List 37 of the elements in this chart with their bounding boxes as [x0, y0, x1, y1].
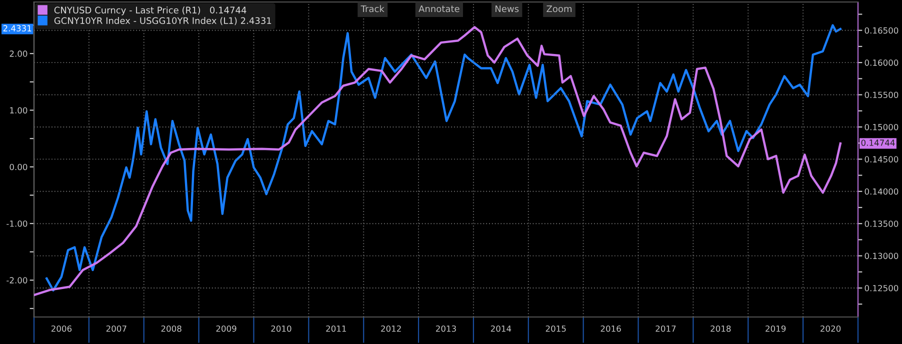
y-tick-label: 1.00 [10, 107, 28, 114]
y2-tick-label: 0.15000 [864, 124, 898, 130]
y2-tick-label: 0.16500 [864, 27, 898, 34]
annotation: Zoom [546, 5, 572, 12]
y-tick-label: 2.00 [10, 50, 28, 57]
y2-tick-label: 0.16000 [864, 60, 898, 66]
x-tick-label: 2011 [326, 325, 346, 332]
x-tick-label: 2014 [490, 325, 512, 332]
annotation: Track [360, 5, 384, 12]
x-tick-label: 2008 [161, 325, 182, 332]
y-tick-label: -1.00 [6, 220, 28, 227]
x-tick-label: 2013 [436, 325, 456, 332]
x-tick-label: 2017 [656, 325, 676, 332]
x-tick-label: 2007 [106, 325, 126, 332]
x-tick-label: 2015 [546, 325, 566, 332]
y2-tick-label: 0.14500 [864, 156, 898, 162]
y-tick-label: -2.00 [6, 277, 28, 284]
y2-tick-label: 0.13500 [864, 220, 898, 227]
annotation: News [496, 5, 519, 12]
x-tick-label: 2009 [216, 325, 236, 332]
y2-tick-label: 0.14000 [864, 188, 898, 195]
text: 2.4331 [3, 25, 32, 32]
x-tick-label: 2018 [710, 325, 731, 332]
legend-label: GCNY10YR Index - USGG10YR Index (L1) 2.4331 [54, 17, 272, 26]
y2-tick-label: 0.12500 [864, 284, 898, 292]
legend-label: CNYUSD Curncy - Last Price (R1) 0.14744 [54, 6, 246, 16]
y2-tick-label: 0.13000 [864, 252, 898, 260]
x-tick-label: 2006 [51, 325, 72, 332]
annotation: Annotate [418, 5, 460, 12]
x-tick-label: 2020 [820, 325, 841, 332]
y2-tick-label: 0.15500 [864, 92, 898, 98]
x-tick-label: 2010 [271, 325, 292, 332]
x-tick-label: 2012 [381, 325, 401, 332]
x-tick-label: 2019 [766, 325, 786, 332]
y-tick-label: 0.00 [10, 164, 28, 170]
text: 0.14744 [861, 140, 895, 146]
x-tick-label: 2016 [600, 325, 621, 332]
